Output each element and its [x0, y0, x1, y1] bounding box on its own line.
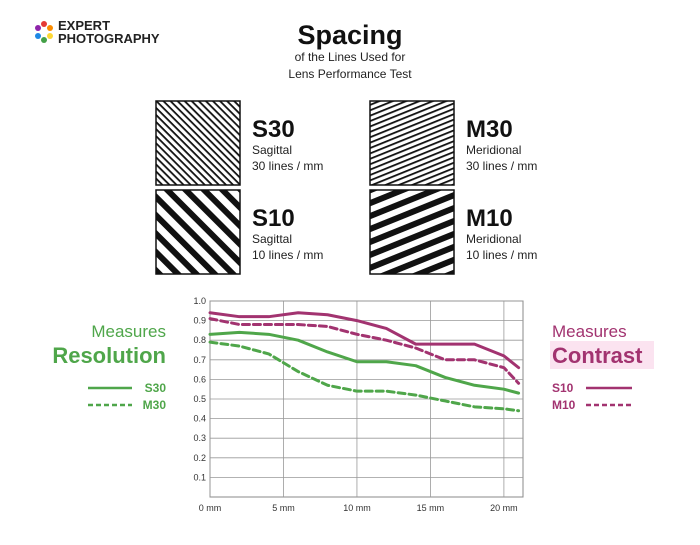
y-tick-label: 0.5 [193, 394, 206, 404]
title: Spacing [297, 20, 402, 50]
pattern-spacing: 10 lines / mm [252, 248, 323, 262]
x-tick-label: 20 mm [490, 503, 518, 513]
legend-label: S10 [552, 381, 574, 395]
pattern-box [155, 189, 241, 275]
pattern-kind: Meridional [466, 143, 521, 157]
pattern-kind: Sagittal [252, 232, 292, 246]
pattern-kind: Sagittal [252, 143, 292, 157]
pattern-spacing: 10 lines / mm [466, 248, 537, 262]
annotation: Measures [552, 322, 627, 341]
pattern-code: S10 [252, 205, 295, 232]
y-tick-label: 0.7 [193, 355, 206, 365]
logo-text: EXPERT [58, 18, 110, 33]
x-tick-label: 5 mm [272, 503, 295, 513]
pattern-spacing: 30 lines / mm [466, 159, 537, 173]
y-tick-label: 1.0 [193, 296, 206, 306]
subtitle: Lens Performance Test [288, 67, 412, 81]
logo-icon [35, 21, 53, 43]
pattern-code: M10 [466, 205, 513, 232]
series-line [208, 317, 521, 385]
x-tick-label: 0 mm [199, 503, 222, 513]
pattern-box [369, 189, 455, 275]
pattern-code: M30 [466, 116, 513, 143]
y-tick-label: 0.4 [193, 414, 206, 424]
series-line [208, 340, 521, 413]
pattern-spacing: 30 lines / mm [252, 159, 323, 173]
annotation: Resolution [52, 343, 166, 368]
pattern-box [369, 100, 455, 186]
x-tick-label: 15 mm [417, 503, 445, 513]
annotation: Contrast [552, 343, 643, 368]
legend-label: M30 [143, 398, 167, 412]
y-tick-label: 0.1 [193, 472, 206, 482]
pattern-box [155, 100, 241, 186]
y-tick-label: 0.3 [193, 433, 206, 443]
logo-text: PHOTOGRAPHY [58, 31, 160, 46]
y-tick-label: 0.8 [193, 335, 206, 345]
series-line [208, 311, 521, 370]
pattern-code: S30 [252, 116, 295, 143]
subtitle: of the Lines Used for [295, 50, 406, 64]
y-tick-label: 0.9 [193, 316, 206, 326]
series-line [208, 330, 521, 395]
annotation: Measures [91, 322, 166, 341]
pattern-kind: Meridional [466, 232, 521, 246]
y-tick-label: 0.2 [193, 453, 206, 463]
highlight [550, 341, 654, 369]
legend-label: M10 [552, 398, 576, 412]
x-tick-label: 10 mm [343, 503, 371, 513]
y-tick-label: 0.6 [193, 374, 206, 384]
legend-label: S30 [145, 381, 167, 395]
